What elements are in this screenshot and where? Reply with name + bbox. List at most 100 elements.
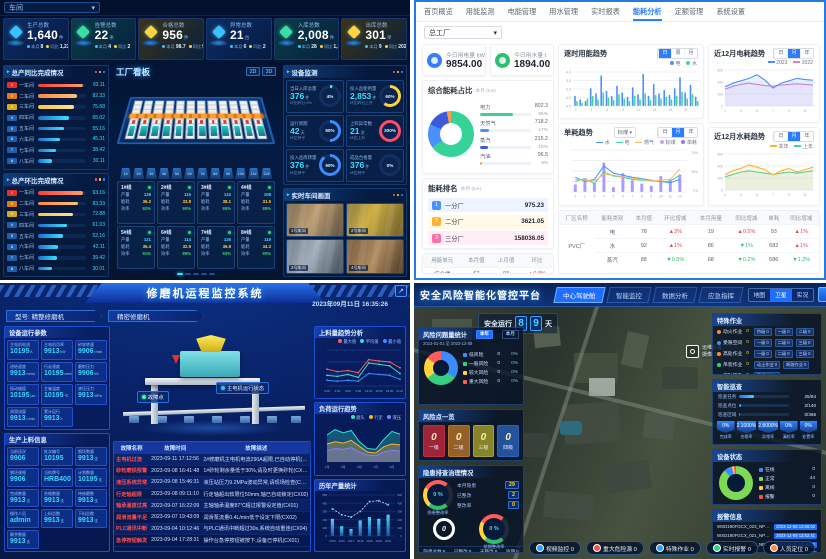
line-card[interactable]: 3#线 产量 132 能耗 38.1 效率 95% <box>197 181 235 224</box>
machine-icon[interactable]: 10# <box>235 168 247 179</box>
tab-4[interactable]: 实时报表 <box>591 7 620 16</box>
gauge-tile[interactable]: 当日入库总量 376 件 环比昨日 0% 4% <box>286 80 344 113</box>
machine-3d-view[interactable]: 故障点 主电机运行状态 <box>113 326 311 438</box>
camera-feed[interactable]: 3号车间 <box>286 239 344 274</box>
line-card[interactable]: 6#线 产量 114 能耗 32.9 效率 89% <box>157 226 195 269</box>
fault-row[interactable]: 行走轴超限 2023-09-08 09:11:10 行走轴超出软限位50mm,轴已自… <box>114 488 312 501</box>
line-card[interactable]: 5#线 产量 121 能耗 35.4 效率 91% <box>117 226 155 269</box>
legend-item[interactable]: 水 <box>596 139 610 146</box>
line-card[interactable]: 2#线 产量 116 能耗 33.8 效率 90% <box>157 181 195 224</box>
fault-row[interactable]: 轴承温度过高 2023-09-07 16:22:09 主轴轴承温度87℃超过报警设定… <box>114 499 312 512</box>
stat-card[interactable]: 今日用水量 t 1894.00 <box>490 44 554 76</box>
stat-tile[interactable]: 行走速度 10195 mm/s <box>41 362 73 383</box>
legend-item[interactable]: 水 <box>686 60 697 67</box>
machine-icon[interactable]: 11# <box>247 168 260 179</box>
stat-tile[interactable]: 操作人员 admin <box>7 509 39 529</box>
map-toggle-卫星[interactable]: 卫星 <box>770 288 792 301</box>
machine-icon[interactable]: 4# <box>158 168 170 179</box>
fault-row[interactable]: 砂轮磨损报警 2023-09-08 16:41:48 1#砂轮剩余量低于30%,请及… <box>114 465 312 478</box>
tab-5[interactable]: 能耗分析 <box>632 2 662 21</box>
machine-icon[interactable]: 12# <box>260 168 273 179</box>
stat-tile[interactable]: 剩余数量 9913 支 <box>7 530 39 549</box>
enter-system-button[interactable]: 进入系统 <box>818 287 826 302</box>
stat-tile[interactable]: 上料总数 9913 支 <box>41 509 73 529</box>
map-legend-pill[interactable]: 人员定位 0 <box>762 541 815 555</box>
toggle-月[interactable]: 月 <box>671 128 684 138</box>
kpi-card-3[interactable]: 异常总数 21台 本月 6 同比 2 <box>206 18 272 60</box>
tab-month[interactable]: 本月 <box>501 329 519 339</box>
rank-row[interactable]: 3 三分厂 158036.05 <box>428 231 548 245</box>
gauge-tile[interactable]: 上料异常数 21 次 环比上升 200% <box>346 114 404 148</box>
stat-tile[interactable]: 当前班次 9906 <box>7 446 39 466</box>
gauge-tile[interactable]: 投入品周转量 376 件 环比持平 90% <box>286 149 344 182</box>
toggle-日[interactable]: 日 <box>658 128 671 138</box>
stat-tile[interactable]: 钢坯规格 9906 <box>7 467 39 487</box>
ranking-row[interactable]: 5 五车间 55.16 <box>7 124 105 133</box>
ranking-row[interactable]: 6 六车间 45.31 <box>7 135 105 144</box>
rank-row[interactable]: 2 二分厂 3621.05 <box>428 214 548 229</box>
stat-tile[interactable]: 磨削压力 9906 kN <box>75 362 107 383</box>
line-card[interactable]: 4#线 产量 108 能耗 31.5 效率 88% <box>237 181 275 224</box>
view-3d-button[interactable]: 3D <box>262 67 276 76</box>
map-legend-pill[interactable]: 实时报警 0 <box>705 541 758 555</box>
stat-tile[interactable]: 钢坯数量 9913 支 <box>75 446 107 466</box>
work-row[interactable]: 吊装作业 0 动土作业 0 断路作业 0 <box>713 359 821 370</box>
breadcrumb-tag-0[interactable]: 型号: 精整修磨机 <box>6 310 102 322</box>
fullscreen-icon[interactable]: ↗ <box>395 285 407 297</box>
kpi-card-0[interactable]: 生产总数 1,640件 本月 8同比 1,221 <box>3 18 69 60</box>
ranking-row[interactable]: 4 四车间 65.02 <box>7 113 105 122</box>
nav-3[interactable]: 应急指挥 <box>697 286 744 303</box>
stat-tile[interactable]: 完成数量 9913 支 <box>7 488 39 508</box>
fault-row[interactable]: 液压系统异常 2023-09-08 15:46:31 液压站压力9.2MPa波动异常… <box>114 476 312 489</box>
toggle-年[interactable]: 年 <box>684 128 697 138</box>
tab-year[interactable]: 本年 <box>475 329 494 339</box>
toggle-月[interactable]: 月 <box>787 132 800 141</box>
ranking-row[interactable]: 8 八车间 30.11 <box>7 157 105 166</box>
machine-icon[interactable]: 2# <box>132 168 145 179</box>
stat-tile[interactable]: 液压压力 9913 MPa <box>75 384 107 405</box>
toggle-年[interactable]: 年 <box>800 132 813 141</box>
toggle-周[interactable]: 周 <box>671 49 684 58</box>
tab-3[interactable]: 用水管理 <box>549 7 579 16</box>
motor-status-label[interactable]: 主电机运行状态 <box>215 382 270 394</box>
nav-2[interactable]: 数据分析 <box>651 286 698 303</box>
tab-7[interactable]: 系统设置 <box>716 7 746 16</box>
stat-tile[interactable]: 合格数量 9913 支 <box>41 488 73 508</box>
legend-item[interactable]: 电 <box>615 139 629 146</box>
fault-row[interactable]: 润滑流量不足 2023-09-07 19:43:09 润滑泵流量0.4L/min低于… <box>114 511 312 524</box>
machine-icon[interactable]: 8# <box>209 168 221 179</box>
camera-feed[interactable]: 2号车间 <box>346 202 404 238</box>
pagination-dots[interactable] <box>112 271 280 277</box>
map-toggle-实况[interactable]: 实况 <box>791 288 814 301</box>
table-row[interactable]: 综合楼6793▲0.8% <box>423 266 553 274</box>
ranking-row[interactable]: 1 一车间 93.11 <box>7 81 105 90</box>
table-row[interactable]: 水 92 ▲1% 86 ▼1% 682 ▲1% <box>559 238 819 253</box>
factory-3d-view[interactable] <box>112 78 280 168</box>
legend-item[interactable]: 2022 <box>793 60 813 66</box>
view-2d-button[interactable]: 2D <box>246 67 260 76</box>
breadcrumb-tag-1[interactable]: 精密修磨机 <box>108 310 204 322</box>
gauge-tile[interactable]: 投入品使用量 2,853 件 环比昨日上升 60% <box>346 80 404 113</box>
fault-row[interactable]: 急停按钮触发 2023-09-04 17:28:31 操作台急停按钮被按下,设备已停… <box>114 534 312 547</box>
risk-level-card[interactable]: 0 二级 <box>447 425 470 457</box>
work-row[interactable]: 受限空间 0 一级 0 二级 0 三级 0 <box>713 337 821 348</box>
ranking-row[interactable]: 3 三车间 75.68 <box>7 102 105 111</box>
stat-tile[interactable]: 累计运行 9913 h <box>41 406 73 427</box>
map-legend-pill[interactable]: 视频监控 0 <box>529 541 582 555</box>
ranking-row[interactable]: 7 七车间 38.42 <box>7 146 105 155</box>
line-card[interactable]: 8#线 产量 119 能耗 34.3 效率 90% <box>237 226 275 269</box>
ranking-row[interactable]: 8 八车间 30.01 <box>7 264 105 273</box>
alarm-row[interactable]: WSD190FGCX_021_NPS608012RCL2TK1ERC报警2023… <box>717 532 817 539</box>
machine-icon[interactable]: 9# <box>222 168 234 179</box>
line-card[interactable]: 1#线 产量 128 能耗 36.2 效率 92% <box>117 181 155 224</box>
ranking-row[interactable]: 2 二车间 82.33 <box>7 92 105 101</box>
ranking-row[interactable]: 1 一车间 93.16 <box>7 188 105 197</box>
stat-tile[interactable]: 主电机电流 10195 A <box>7 340 39 361</box>
ranking-row[interactable]: 3 三车间 72.88 <box>7 210 105 219</box>
legend-item[interactable]: 2023 <box>767 60 787 66</box>
machine-icon[interactable]: 6# <box>183 168 196 179</box>
ranking-row[interactable]: 2 二车间 83.33 <box>7 199 105 208</box>
kpi-card-2[interactable]: 合格总数 956件 本月 98.7同比 96 <box>138 18 205 60</box>
stat-card[interactable]: 今日用电量 kW·h 9854.00 <box>422 44 486 76</box>
